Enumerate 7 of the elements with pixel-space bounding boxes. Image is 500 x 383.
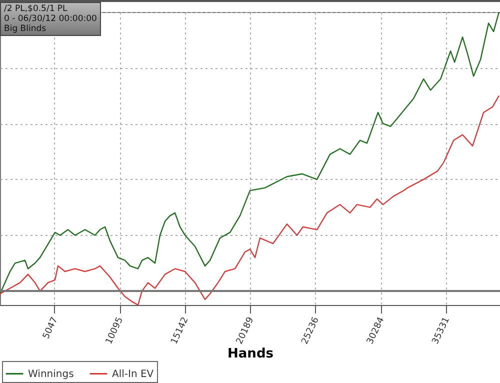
x-tick-label: 5047 [41,316,60,341]
legend-label: Winnings [28,368,74,380]
annotation: Big Blinds [4,24,48,34]
annotation: 0 - 06/30/12 00:00:00 [4,14,97,24]
annotation: /2 PL,$0.5/1 PL [4,4,68,14]
legend-label: All-In EV [112,368,154,380]
x-axis-title: Hands [228,346,274,362]
